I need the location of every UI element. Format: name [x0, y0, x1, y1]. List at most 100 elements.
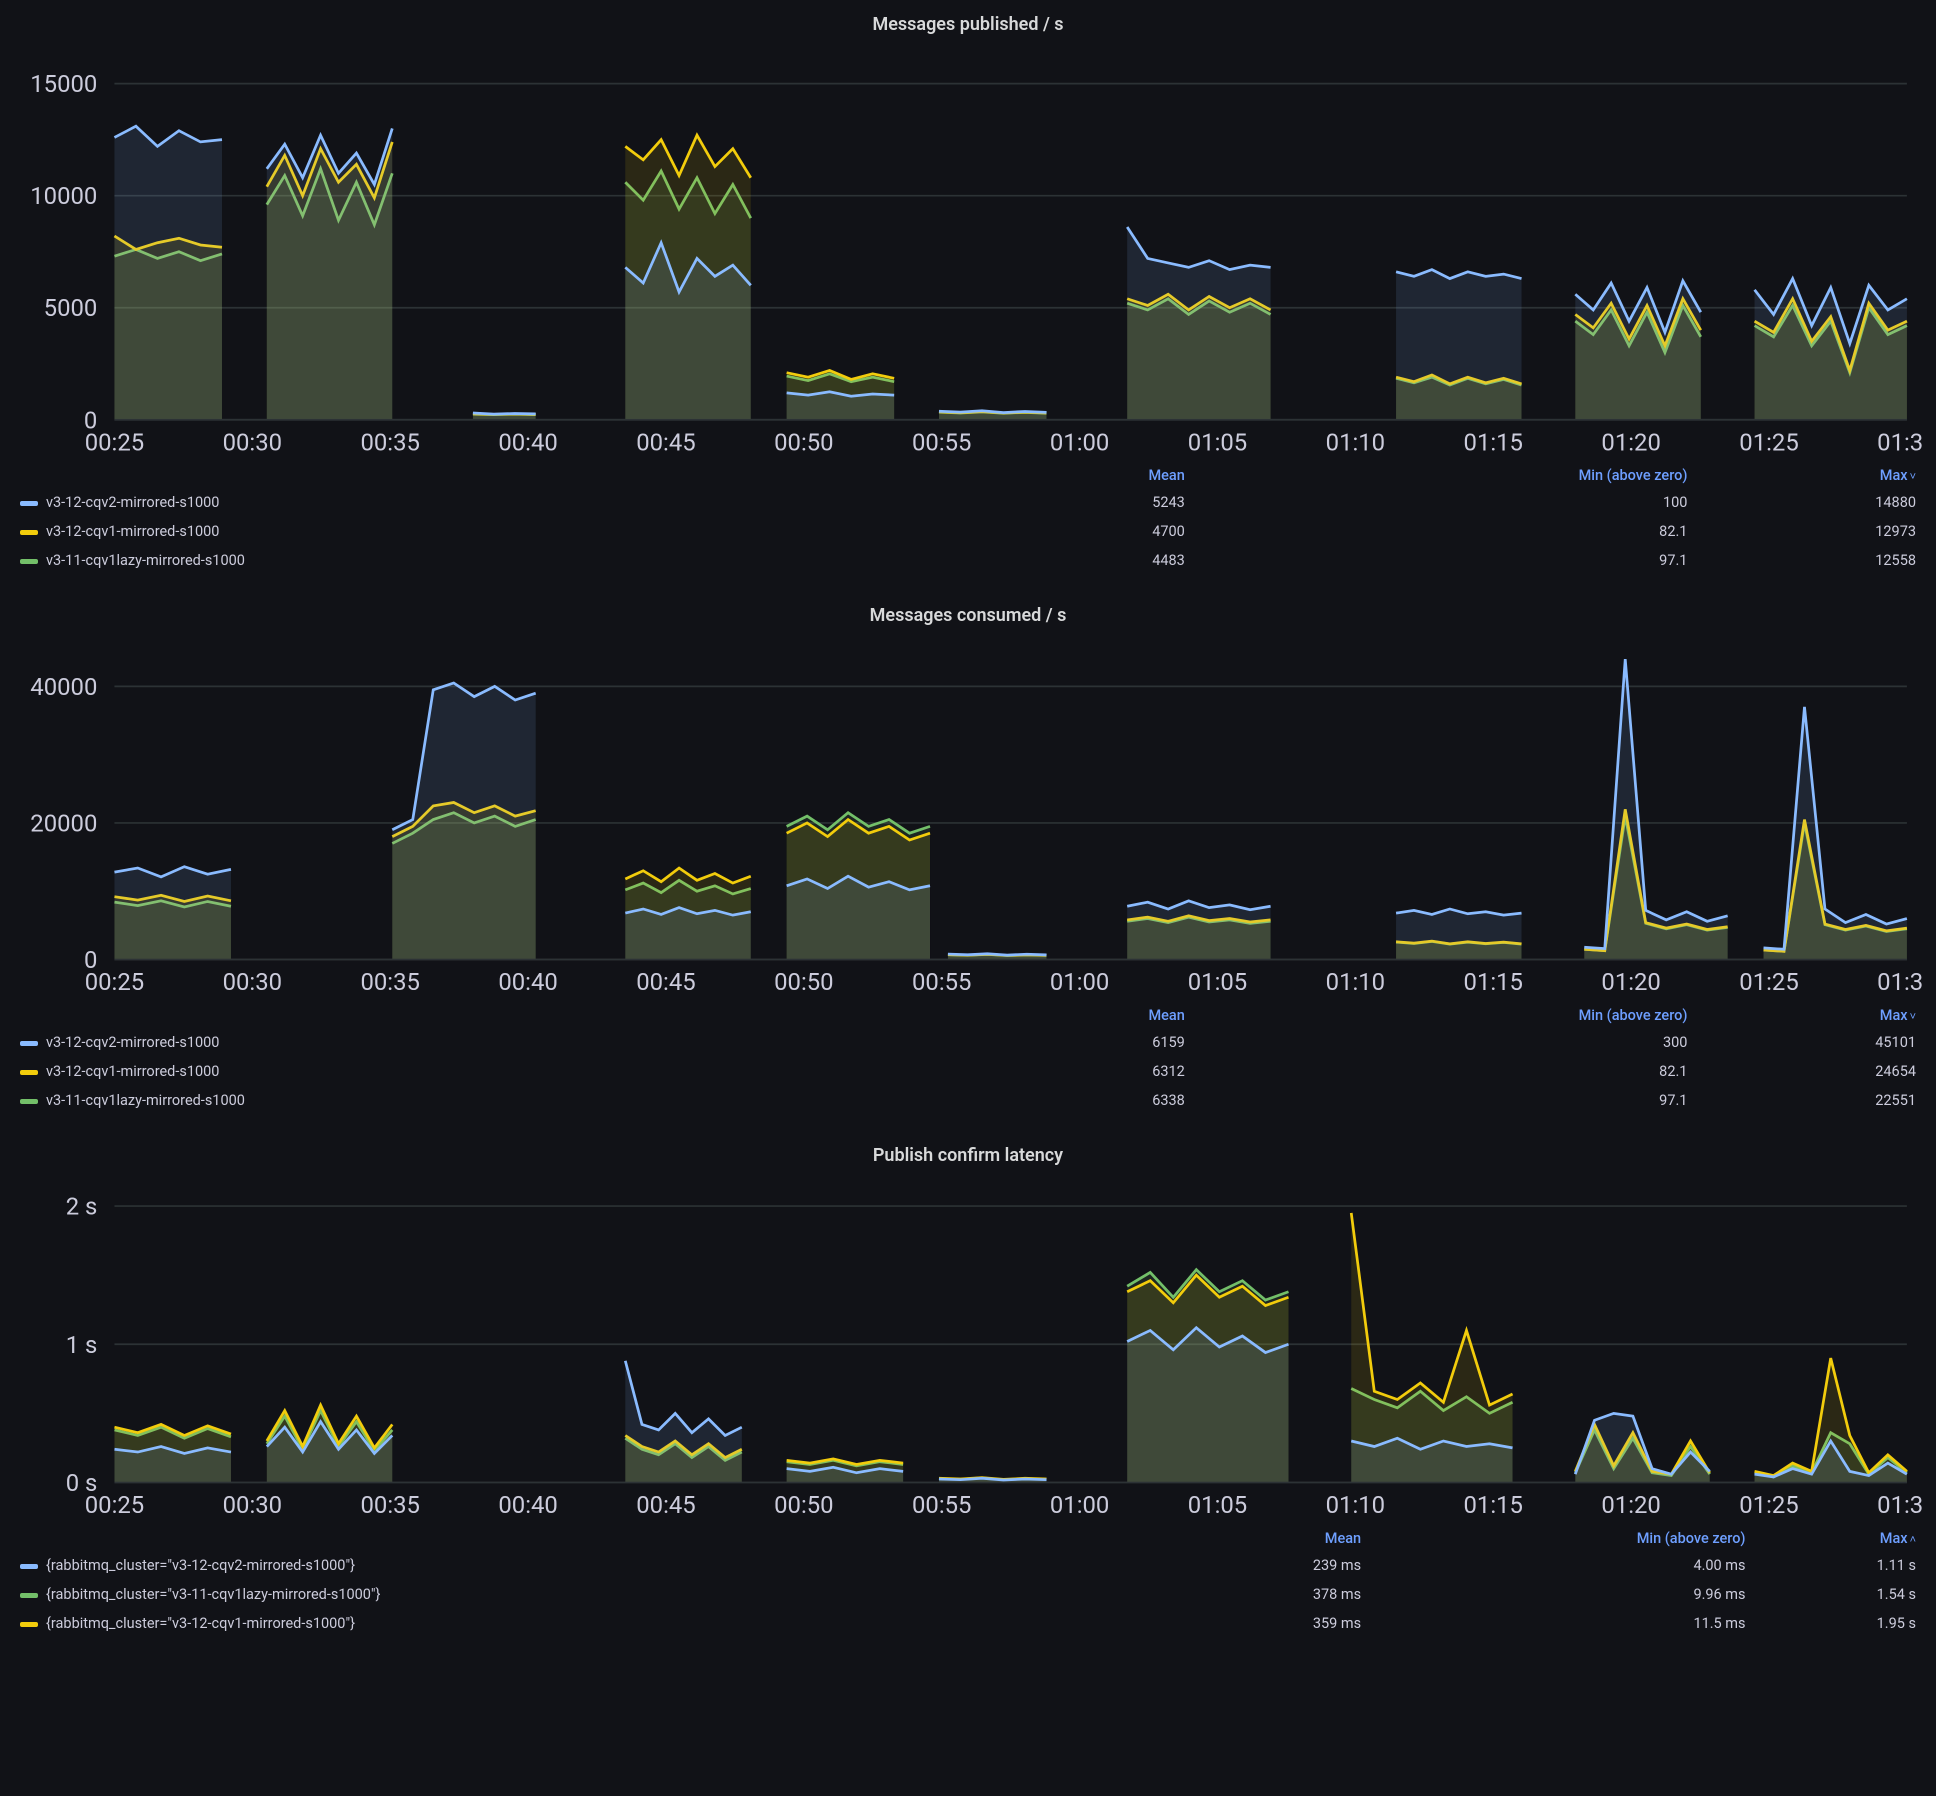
legend-min: 97.1: [1193, 546, 1696, 575]
x-tick-label: 00:45: [636, 428, 695, 456]
legend-row[interactable]: v3-12-cqv1-mirrored-s1000470082.112973: [12, 517, 1924, 546]
legend-swatch: [20, 1564, 38, 1569]
x-tick-label: 01:00: [1050, 969, 1109, 997]
legend-mean: 6159: [982, 1028, 1193, 1057]
x-tick-label: 00:50: [774, 1492, 833, 1520]
chart[interactable]: 0200004000000:2500:3000:3500:4000:4500:5…: [12, 642, 1924, 997]
legend-min: 4.00 ms: [1369, 1551, 1753, 1580]
chart[interactable]: 05000100001500000:2500:3000:3500:4000:45…: [12, 51, 1924, 457]
legend-col-min[interactable]: Min (above zero): [1193, 463, 1696, 488]
legend-max: 1.54 s: [1754, 1580, 1924, 1609]
legend-col-min[interactable]: Min (above zero): [1369, 1526, 1753, 1551]
panel-title: Publish confirm latency: [12, 1145, 1924, 1166]
legend-series-label: v3-12-cqv2-mirrored-s1000: [46, 1034, 219, 1051]
series-cqv2[interactable]: [939, 1479, 1047, 1481]
legend-col-max[interactable]: Max˄: [1754, 1526, 1924, 1551]
legend-row[interactable]: {rabbitmq_cluster="v3-12-cqv2-mirrored-s…: [12, 1551, 1924, 1580]
sort-indicator: ˄: [1910, 1533, 1916, 1546]
legend-row[interactable]: v3-11-cqv1lazy-mirrored-s1000448397.1125…: [12, 546, 1924, 575]
x-tick-label: 00:35: [360, 1492, 419, 1520]
x-tick-label: 00:25: [85, 969, 144, 997]
legend-min: 300: [1193, 1028, 1696, 1057]
x-tick-label: 01:30: [1877, 428, 1924, 456]
legend-max: 12558: [1695, 546, 1924, 575]
x-tick-label: 00:40: [498, 1492, 557, 1520]
legend-col-max[interactable]: Max˅: [1695, 1003, 1924, 1028]
legend-min: 82.1: [1193, 517, 1696, 546]
legend-mean: 239 ms: [1171, 1551, 1369, 1580]
chart-area: 05000100001500000:2500:3000:3500:4000:45…: [12, 51, 1924, 457]
legend-row[interactable]: {rabbitmq_cluster="v3-11-cqv1lazy-mirror…: [12, 1580, 1924, 1609]
x-tick-label: 01:15: [1464, 428, 1523, 456]
x-tick-label: 01:20: [1601, 428, 1660, 456]
series-cqv1[interactable]: [1351, 1213, 1512, 1405]
legend-series-label: v3-12-cqv1-mirrored-s1000: [46, 523, 219, 540]
legend-col-mean[interactable]: Mean: [1171, 1526, 1369, 1551]
x-tick-label: 01:10: [1326, 428, 1385, 456]
y-tick-label: 1 s: [66, 1331, 98, 1359]
legend-series-label: v3-11-cqv1lazy-mirrored-s1000: [46, 552, 245, 569]
dashboard: Messages published / s05000100001500000:…: [12, 14, 1924, 1638]
x-tick-label: 01:15: [1464, 969, 1523, 997]
x-tick-label: 01:25: [1739, 428, 1798, 456]
legend-table: MeanMin (above zero)Max˅ v3-12-cqv2-mirro…: [12, 1003, 1924, 1115]
x-tick-label: 00:45: [636, 969, 695, 997]
legend-series-label: v3-12-cqv1-mirrored-s1000: [46, 1063, 219, 1080]
legend-col-mean[interactable]: Mean: [982, 463, 1193, 488]
legend-swatch: [20, 1099, 38, 1104]
series-cqv2[interactable]: [948, 954, 1047, 955]
x-tick-label: 00:40: [498, 428, 557, 456]
legend-row[interactable]: v3-12-cqv2-mirrored-s1000615930045101: [12, 1028, 1924, 1057]
legend-mean: 6338: [982, 1086, 1193, 1115]
legend-row[interactable]: {rabbitmq_cluster="v3-12-cqv1-mirrored-s…: [12, 1609, 1924, 1638]
legend-min: 9.96 ms: [1369, 1580, 1753, 1609]
legend-mean: 359 ms: [1171, 1609, 1369, 1638]
legend-swatch: [20, 559, 38, 564]
legend-min: 11.5 ms: [1369, 1609, 1753, 1638]
legend-mean: 378 ms: [1171, 1580, 1369, 1609]
legend-col-mean[interactable]: Mean: [982, 1003, 1193, 1028]
x-tick-label: 01:10: [1326, 969, 1385, 997]
legend-col-max[interactable]: Max˅: [1695, 463, 1924, 488]
legend-row[interactable]: v3-11-cqv1lazy-mirrored-s1000633897.1225…: [12, 1086, 1924, 1115]
legend-max: 14880: [1695, 488, 1924, 517]
panel-title: Messages published / s: [12, 14, 1924, 35]
legend-swatch: [20, 1070, 38, 1075]
series-cqv2[interactable]: [473, 413, 536, 414]
legend-series-label: {rabbitmq_cluster="v3-12-cqv2-mirrored-s…: [46, 1557, 355, 1574]
y-tick-label: 20000: [30, 810, 97, 838]
x-tick-label: 01:15: [1464, 1492, 1523, 1520]
x-tick-label: 00:55: [912, 969, 971, 997]
legend-row[interactable]: v3-12-cqv1-mirrored-s1000631282.124654: [12, 1057, 1924, 1086]
chart-area: 0200004000000:2500:3000:3500:4000:4500:5…: [12, 642, 1924, 997]
legend-swatch: [20, 501, 38, 506]
x-tick-label: 00:45: [636, 1492, 695, 1520]
legend-table: MeanMin (above zero)Max˄ {rabbitmq_cluste…: [12, 1526, 1924, 1638]
legend-max: 12973: [1695, 517, 1924, 546]
panel-title: Messages consumed / s: [12, 605, 1924, 626]
series-cqv2[interactable]: [625, 1361, 742, 1436]
legend-min: 82.1: [1193, 1057, 1696, 1086]
legend-swatch: [20, 1593, 38, 1598]
x-tick-label: 01:20: [1601, 969, 1660, 997]
chart[interactable]: 0 s1 s2 s00:2500:3000:3500:4000:4500:500…: [12, 1182, 1924, 1520]
legend-min: 97.1: [1193, 1086, 1696, 1115]
x-tick-label: 00:30: [223, 1492, 282, 1520]
x-tick-label: 00:40: [498, 969, 557, 997]
x-tick-label: 01:20: [1601, 1492, 1660, 1520]
legend-col-min[interactable]: Min (above zero): [1193, 1003, 1696, 1028]
series-cqv2[interactable]: [939, 411, 1047, 413]
legend-series-label: v3-12-cqv2-mirrored-s1000: [46, 494, 219, 511]
x-tick-label: 01:00: [1050, 428, 1109, 456]
x-tick-label: 00:35: [360, 428, 419, 456]
y-tick-label: 40000: [30, 673, 97, 701]
legend-swatch: [20, 1041, 38, 1046]
x-tick-label: 00:30: [223, 969, 282, 997]
sort-indicator: ˅: [1910, 470, 1916, 483]
series-cqv2[interactable]: [1584, 659, 1727, 949]
x-tick-label: 01:05: [1188, 969, 1247, 997]
legend-series-label: {rabbitmq_cluster="v3-11-cqv1lazy-mirror…: [46, 1586, 380, 1603]
series-cqv2[interactable]: [1764, 707, 1907, 949]
legend-row[interactable]: v3-12-cqv2-mirrored-s1000524310014880: [12, 488, 1924, 517]
y-tick-label: 10000: [30, 182, 97, 210]
